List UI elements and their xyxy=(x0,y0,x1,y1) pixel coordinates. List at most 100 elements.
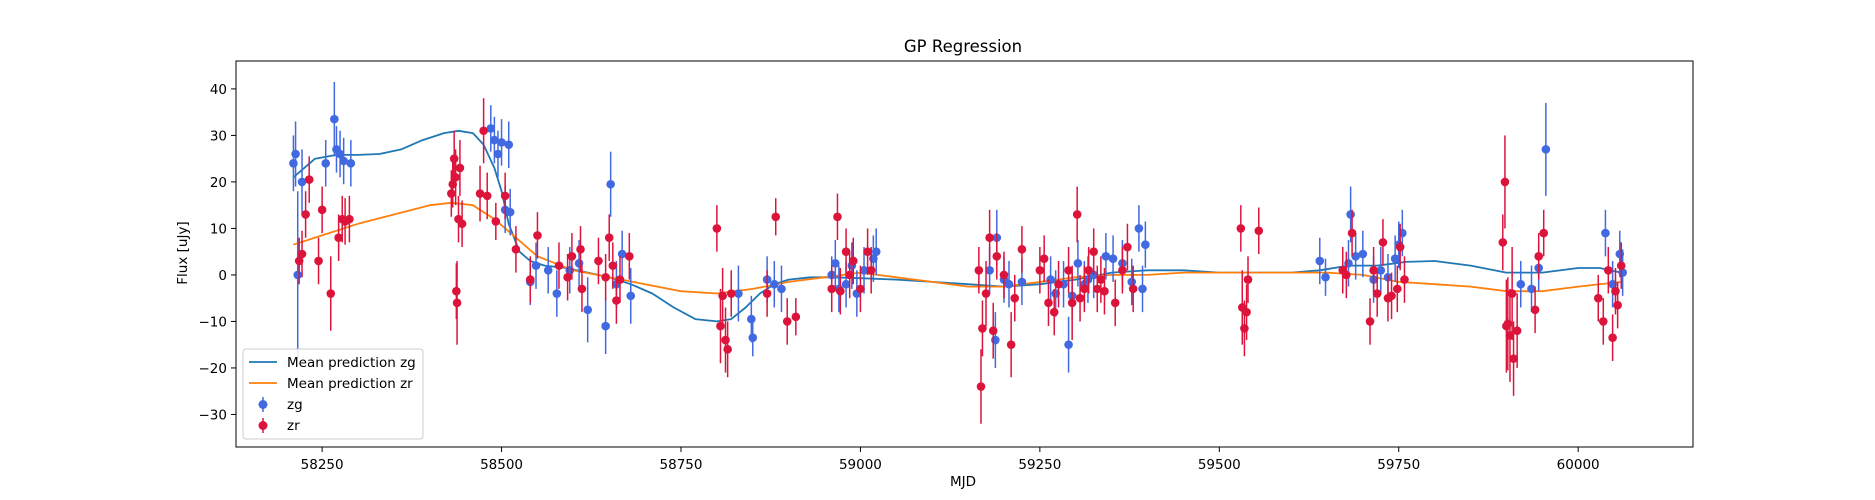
data-point-zr xyxy=(1509,354,1518,363)
data-point-zr xyxy=(723,345,732,354)
data-point-zr xyxy=(856,284,865,294)
legend: Mean prediction zg Mean prediction zr zg… xyxy=(242,348,424,440)
data-point-zr xyxy=(1049,307,1059,317)
data-point-zr xyxy=(718,291,727,301)
data-point-zr xyxy=(1530,305,1540,315)
data-point-zr xyxy=(1089,247,1098,256)
data-point-zr xyxy=(1010,293,1020,303)
data-point-zg xyxy=(505,207,515,217)
data-point-zr xyxy=(976,382,986,391)
data-point-zr xyxy=(1613,300,1622,310)
data-point-zr xyxy=(1240,324,1249,333)
data-point-zg xyxy=(841,279,851,289)
data-point-zg xyxy=(1527,284,1536,294)
data-point-zr xyxy=(1067,298,1077,308)
x-tick-label: 59500 xyxy=(1198,457,1241,473)
data-point-zr xyxy=(841,247,851,256)
legend-label-zg: zg xyxy=(287,397,303,413)
data-point-zr xyxy=(1035,265,1045,275)
legend-swatch-zg-marker xyxy=(258,400,268,409)
x-tick-label: 58500 xyxy=(480,457,523,473)
data-point-zr xyxy=(1092,284,1102,294)
data-point-zr xyxy=(1498,238,1508,247)
data-point-zr xyxy=(604,233,614,243)
data-point-zg xyxy=(748,333,758,343)
data-point-zg xyxy=(1398,228,1407,238)
legend-swatch-zr-marker xyxy=(258,421,268,430)
data-point-zr xyxy=(317,205,327,215)
y-tick-label: 20 xyxy=(210,175,227,191)
data-point-zr xyxy=(974,265,984,275)
data-point-zg xyxy=(777,284,786,294)
data-point-zg xyxy=(497,138,506,147)
data-point-zg xyxy=(297,177,307,187)
data-point-zg xyxy=(504,140,514,150)
y-tick-label: 30 xyxy=(210,128,227,144)
data-point-zr xyxy=(1123,242,1132,252)
data-point-zr xyxy=(1242,307,1251,317)
data-point-zg xyxy=(1344,259,1353,268)
x-tick-label: 58250 xyxy=(301,457,344,473)
data-point-zr xyxy=(447,189,456,198)
chart-title: GP Regression xyxy=(904,37,1022,56)
y-tick-label: −20 xyxy=(199,361,228,377)
data-point-zr xyxy=(1243,275,1253,284)
data-point-zr xyxy=(863,247,872,256)
data-point-zr xyxy=(988,326,998,336)
data-point-zr xyxy=(1395,242,1405,252)
y-tick-label: 10 xyxy=(210,221,227,237)
data-point-zr xyxy=(1017,245,1027,254)
data-point-zg xyxy=(1108,254,1118,263)
legend-label-zg-line: Mean prediction zg xyxy=(287,355,416,371)
data-point-zg xyxy=(293,270,303,280)
data-point-zr xyxy=(615,275,625,284)
data-point-zr xyxy=(1616,261,1626,270)
data-point-zr xyxy=(1604,265,1613,275)
data-point-zr xyxy=(577,284,587,294)
data-point-zr xyxy=(1096,275,1106,284)
legend-label-zr: zr xyxy=(287,418,300,434)
y-axis-title: Flux [uJy] xyxy=(175,221,191,284)
y-tick-label: −30 xyxy=(199,407,228,423)
y-tick-label: −10 xyxy=(199,314,228,330)
data-point-zr xyxy=(612,296,621,305)
data-point-zr xyxy=(1072,210,1082,219)
data-point-zg xyxy=(617,249,627,259)
data-point-zr xyxy=(451,172,460,182)
data-point-zr xyxy=(1503,319,1513,329)
data-point-zr xyxy=(1084,265,1093,275)
data-point-zg xyxy=(606,179,615,189)
data-point-zg xyxy=(1017,277,1027,287)
data-point-zg xyxy=(871,247,881,256)
data-point-zr xyxy=(716,321,725,331)
data-point-zr xyxy=(525,275,535,284)
data-point-zr xyxy=(1254,226,1264,236)
data-point-zr xyxy=(1039,254,1049,263)
data-point-zr xyxy=(511,245,521,254)
data-point-zr xyxy=(726,289,736,298)
data-point-zr xyxy=(1539,228,1549,238)
plot-inner xyxy=(289,81,1627,424)
data-point-zr xyxy=(762,289,772,298)
data-point-zr xyxy=(833,212,842,222)
data-point-zr xyxy=(1075,293,1085,303)
data-point-zr xyxy=(345,214,354,224)
data-point-zr xyxy=(1392,284,1402,294)
data-point-zr xyxy=(1128,284,1138,294)
data-point-zr xyxy=(1598,317,1608,326)
data-point-zg xyxy=(770,279,779,289)
data-point-zr xyxy=(1608,333,1617,343)
data-point-zg xyxy=(1601,228,1610,238)
data-point-zr xyxy=(625,252,634,261)
data-point-zg xyxy=(1541,145,1551,154)
data-point-zg xyxy=(985,265,994,275)
data-point-zr xyxy=(567,252,577,261)
data-point-zg xyxy=(1315,256,1325,266)
data-point-zr xyxy=(848,256,858,266)
data-point-zg xyxy=(1073,259,1083,268)
data-point-zg xyxy=(583,305,592,315)
data-point-zr xyxy=(500,191,510,201)
data-point-zr xyxy=(594,256,603,266)
data-point-zr xyxy=(791,312,801,322)
x-tick-label: 59750 xyxy=(1377,457,1420,473)
